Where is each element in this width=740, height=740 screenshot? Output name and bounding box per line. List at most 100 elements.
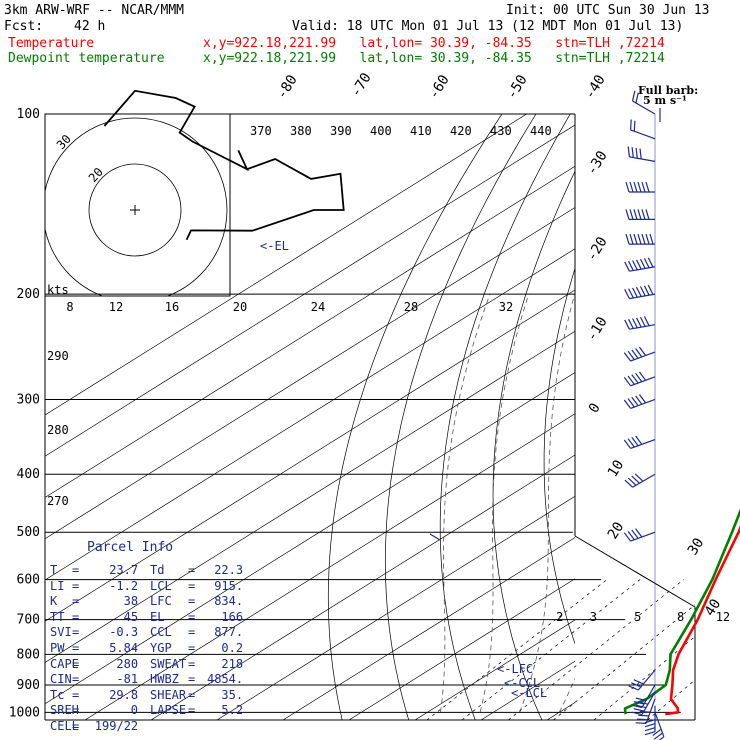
parcel-info-cell: K bbox=[50, 594, 58, 609]
theta-label: 430 bbox=[490, 124, 512, 138]
mixing-ratio-line bbox=[593, 636, 695, 720]
parcel-info-cell: = bbox=[72, 687, 80, 702]
temperature-profile bbox=[665, 525, 740, 716]
parcel-info-cell: 23.7 bbox=[109, 563, 139, 577]
parcel-info-cell: Tc bbox=[50, 687, 65, 702]
mixing-ratio-line bbox=[426, 579, 608, 720]
isotherm-line bbox=[45, 114, 527, 416]
pressure-label: 200 bbox=[17, 287, 40, 302]
isotherm-label: -20 bbox=[584, 234, 611, 264]
parcel-info-cell: 199/22 bbox=[94, 719, 139, 733]
dry-adiabat bbox=[439, 114, 571, 720]
isotherm-label: -10 bbox=[584, 314, 611, 344]
hodograph-units: kts bbox=[47, 283, 69, 297]
isotherm-line bbox=[45, 124, 575, 457]
parcel-info-cell: 22.3 bbox=[214, 563, 244, 577]
theta-label: 420 bbox=[450, 124, 472, 138]
theta-label: 290 bbox=[47, 349, 69, 363]
isotherm-label: -30 bbox=[584, 148, 611, 178]
pressure-label: 600 bbox=[17, 573, 40, 588]
moist-adiabat bbox=[599, 294, 703, 712]
mixing-ratio-line bbox=[553, 604, 695, 720]
forecast-hour: 42 h bbox=[74, 19, 106, 34]
wind-barb bbox=[625, 233, 656, 245]
mixing-ratio-label: 12 bbox=[716, 610, 730, 624]
mixing-ratio-line bbox=[647, 679, 695, 720]
pressure-label: 400 bbox=[17, 467, 40, 482]
pressure-label: 700 bbox=[17, 613, 40, 628]
parcel-info-cell: 35. bbox=[221, 687, 244, 702]
pressure-label: 500 bbox=[17, 525, 40, 540]
parcel-info-cell: 0.2 bbox=[221, 641, 244, 655]
isotherm-label: 30 bbox=[685, 535, 708, 558]
parcel-info-cell: = bbox=[188, 609, 196, 624]
parcel-info-cell: = bbox=[188, 625, 196, 640]
parcel-info-cell: SHEAR bbox=[150, 687, 187, 702]
parcel-info-cell: = bbox=[188, 594, 196, 609]
theta-label: 270 bbox=[47, 494, 69, 508]
dry-adiabat bbox=[543, 267, 575, 645]
model-title: 3km ARW-WRF -- NCAR/MMM bbox=[4, 3, 185, 18]
wind-barb bbox=[624, 473, 656, 488]
level-marker: <-LCL bbox=[511, 686, 547, 700]
isotherm-label: 40 bbox=[702, 596, 725, 619]
isotherm-label: 20 bbox=[605, 519, 628, 542]
moist-adiabat bbox=[558, 677, 575, 713]
wind-barb bbox=[625, 181, 656, 193]
dry-adiabat bbox=[327, 114, 503, 720]
parcel-info-cell: -0.3 bbox=[109, 625, 139, 640]
dewpoint-profile bbox=[623, 508, 740, 715]
isotherm-line bbox=[45, 330, 575, 663]
isotherm-label: -60 bbox=[426, 72, 453, 102]
wind-barb bbox=[624, 257, 656, 272]
parcel-info-cell: EL bbox=[150, 609, 165, 624]
parcel-info-cell: = bbox=[188, 672, 196, 687]
moist-adiabat bbox=[440, 293, 491, 713]
parcel-info-cell: 5.84 bbox=[109, 641, 139, 655]
theta-label: 410 bbox=[410, 124, 432, 138]
hodograph-speed-tick: 24 bbox=[311, 300, 325, 314]
level-marker: <-LFC bbox=[497, 662, 533, 676]
parcel-info-cell: LFC bbox=[150, 594, 172, 609]
isotherm-line bbox=[348, 578, 575, 720]
theta-label: 390 bbox=[330, 124, 352, 138]
isotherm-line bbox=[45, 372, 575, 705]
parcel-info-cell: = bbox=[188, 687, 196, 702]
parcel-info-cell: 280 bbox=[116, 656, 139, 671]
mixing-ratio-line bbox=[508, 579, 684, 720]
temperature-legend: Temperature bbox=[8, 36, 95, 51]
isotherm-line bbox=[679, 114, 740, 720]
parcel-info-cell: = bbox=[188, 656, 196, 671]
parcel-info-cell: YGP bbox=[150, 641, 172, 655]
parcel-info-cell: SREH bbox=[50, 703, 79, 718]
theta-label: 440 bbox=[530, 124, 552, 138]
parcel-info-cell: 5.2 bbox=[221, 703, 244, 718]
dewpoint-legend: Dewpoint temperature bbox=[8, 51, 165, 66]
wind-barb bbox=[625, 209, 656, 220]
parcel-info-cell: T bbox=[50, 563, 58, 577]
hodograph-ring bbox=[88, 163, 182, 257]
level-marker: <-CCL bbox=[504, 676, 540, 690]
valid-time: Valid: 18 UTC Mon 01 Jul 13 (12 MDT Mon … bbox=[292, 19, 684, 34]
hodograph-ring-label: 30 bbox=[54, 132, 74, 152]
parcel-info-cell: = bbox=[72, 563, 80, 577]
dry-adiabat bbox=[492, 170, 575, 720]
wind-barb bbox=[631, 90, 656, 115]
lower-right-edge bbox=[574, 535, 696, 608]
isotherm-label: -70 bbox=[348, 70, 375, 100]
hodograph-speed-tick: 12 bbox=[109, 300, 123, 314]
init-time: Init: 00 UTC Sun 30 Jun 13 bbox=[506, 3, 710, 18]
parcel-info-cell: = bbox=[72, 594, 80, 609]
pressure-label: 1000 bbox=[9, 705, 40, 720]
parcel-info-cell: 915. bbox=[214, 578, 244, 593]
isotherm-line bbox=[84, 413, 575, 720]
parcel-info-cell: 45 bbox=[123, 609, 139, 624]
wind-key-value: 5 m s⁻¹ bbox=[643, 94, 687, 107]
parcel-info-cell: LCL bbox=[150, 578, 172, 593]
moist-adiabat bbox=[639, 294, 740, 712]
parcel-info-cell: = bbox=[72, 609, 80, 624]
pressure-label: 900 bbox=[17, 678, 40, 693]
wind-barb bbox=[630, 119, 656, 140]
wind-barb bbox=[623, 371, 656, 387]
wind-barbs bbox=[429, 90, 665, 740]
